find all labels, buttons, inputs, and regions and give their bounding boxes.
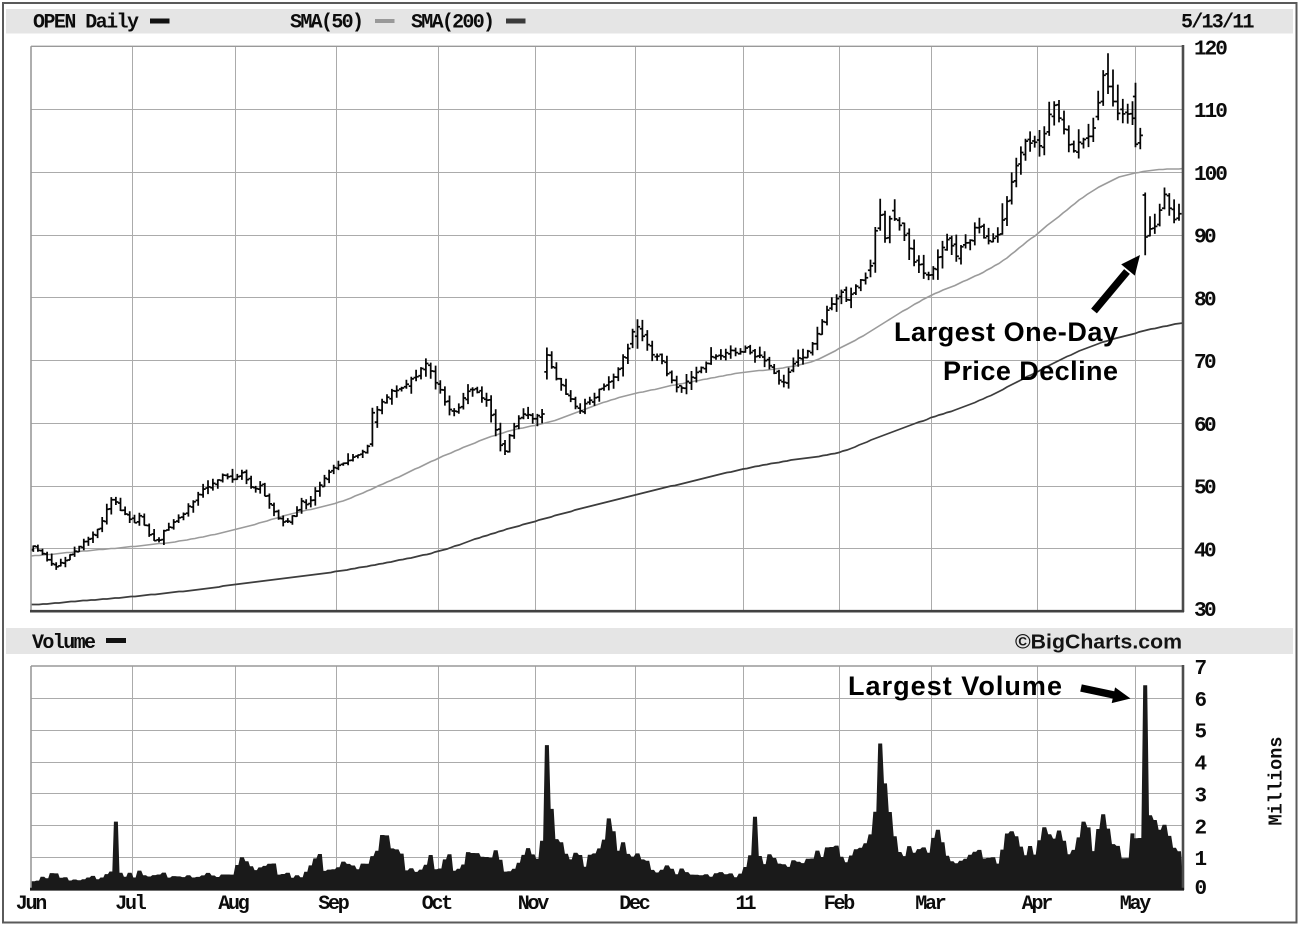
svg-text:Mar: Mar: [915, 893, 947, 916]
svg-text:40: 40: [1194, 540, 1217, 563]
svg-text:Aug: Aug: [218, 893, 250, 916]
svg-text:7: 7: [1195, 658, 1208, 681]
svg-text:1: 1: [1195, 849, 1208, 872]
svg-text:120: 120: [1194, 38, 1228, 61]
svg-text:Price Decline: Price Decline: [943, 356, 1118, 386]
svg-text:SMA(50): SMA(50): [290, 12, 364, 35]
svg-text:©BigCharts.com: ©BigCharts.com: [1015, 632, 1182, 654]
svg-text:Apr: Apr: [1022, 893, 1054, 916]
svg-text:50: 50: [1194, 478, 1217, 501]
svg-text:4: 4: [1195, 754, 1208, 777]
svg-text:Feb: Feb: [824, 893, 856, 916]
svg-text:Sep: Sep: [318, 893, 350, 916]
svg-text:11: 11: [736, 893, 757, 916]
svg-text:70: 70: [1194, 352, 1217, 375]
svg-text:5: 5: [1195, 722, 1208, 745]
svg-text:90: 90: [1194, 227, 1217, 250]
svg-text:60: 60: [1194, 415, 1217, 438]
svg-text:6: 6: [1195, 690, 1208, 713]
svg-text:Oct: Oct: [422, 893, 454, 916]
svg-text:Largest Volume: Largest Volume: [848, 671, 1062, 701]
svg-text:3: 3: [1195, 785, 1208, 808]
svg-text:OPEN Daily: OPEN Daily: [33, 12, 139, 35]
svg-text:May: May: [1120, 893, 1152, 916]
svg-text:Volume: Volume: [32, 632, 96, 655]
svg-text:110: 110: [1194, 101, 1228, 124]
svg-text:Dec: Dec: [619, 893, 651, 916]
svg-text:Millions: Millions: [1266, 737, 1288, 826]
svg-text:Jun: Jun: [16, 893, 48, 916]
svg-text:Nov: Nov: [518, 893, 550, 916]
svg-text:Jul: Jul: [115, 893, 147, 916]
svg-text:30: 30: [1194, 600, 1217, 623]
svg-text:2: 2: [1195, 817, 1208, 840]
svg-text:Largest One-Day: Largest One-Day: [894, 317, 1118, 347]
svg-text:5/13/11: 5/13/11: [1181, 12, 1255, 35]
svg-text:80: 80: [1194, 289, 1217, 312]
svg-text:0: 0: [1195, 878, 1208, 901]
svg-text:100: 100: [1194, 164, 1228, 187]
svg-text:SMA(200): SMA(200): [411, 12, 495, 35]
